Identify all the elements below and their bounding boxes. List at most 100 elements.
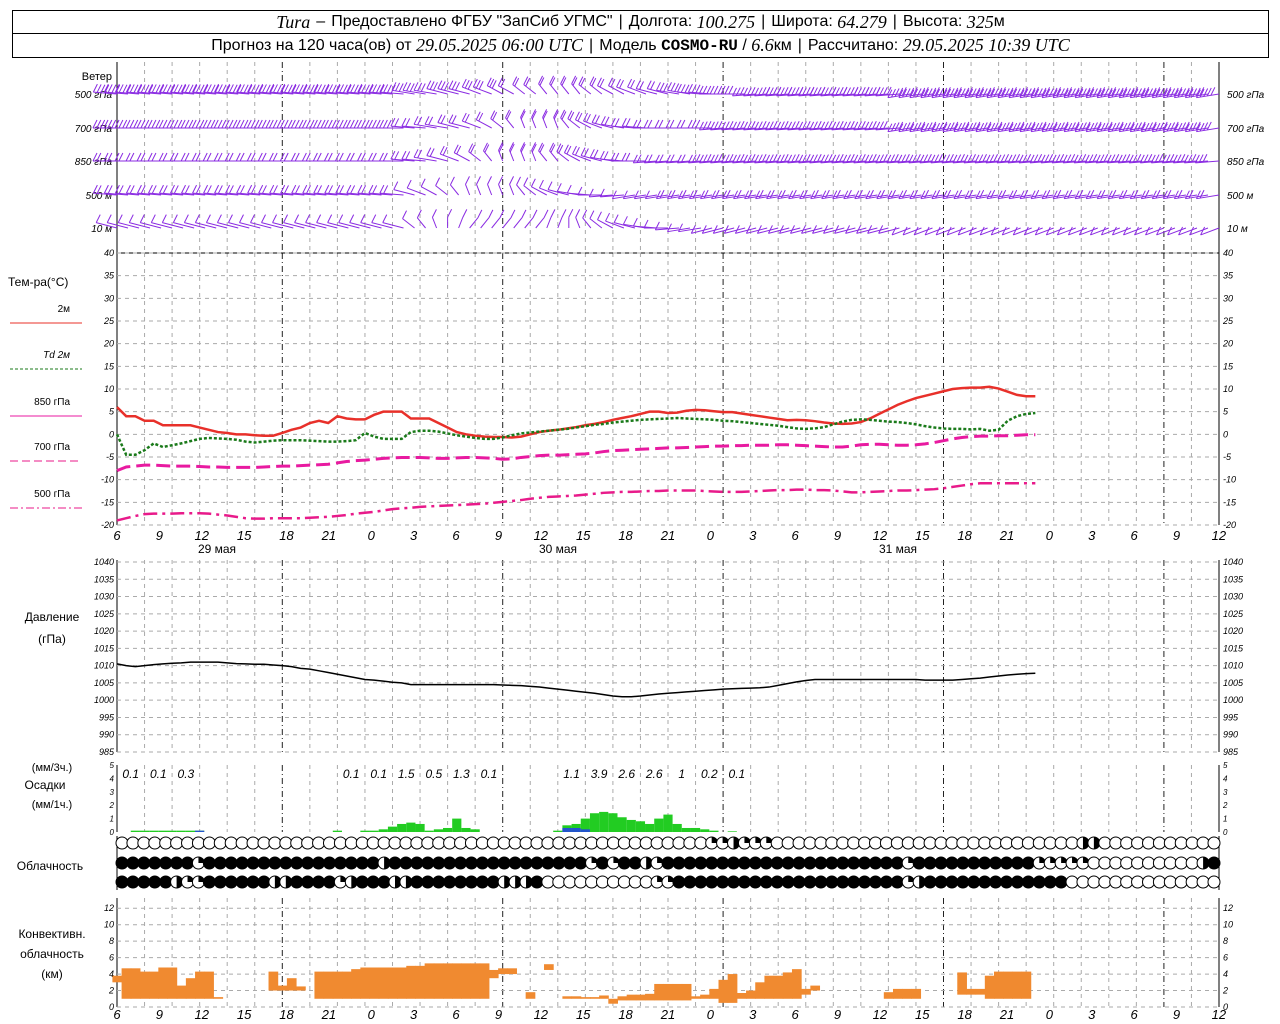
wind-barb-flag bbox=[1008, 121, 1014, 131]
wind-barb-flag bbox=[550, 77, 556, 86]
wind-barb-flag bbox=[509, 176, 514, 185]
cloud-symbol bbox=[170, 856, 184, 870]
temp-x-tick: 3 bbox=[1088, 528, 1096, 543]
cloud-symbol bbox=[628, 875, 642, 889]
wind-barb-flag bbox=[206, 152, 212, 162]
cloud-symbol bbox=[432, 875, 446, 889]
wind-barb-flag bbox=[614, 152, 620, 162]
conv-bar bbox=[994, 971, 1004, 999]
wind-barb-flag bbox=[1084, 154, 1090, 164]
wind-barb-flag bbox=[1181, 122, 1187, 131]
wind-barb-flag bbox=[500, 78, 506, 88]
wind-barb-flag bbox=[107, 119, 113, 129]
wind-barb-flag bbox=[1026, 122, 1032, 131]
wind-barb-flag bbox=[1077, 154, 1083, 163]
wind-barb-flag bbox=[1166, 189, 1172, 199]
wind-barb-flag bbox=[676, 119, 682, 129]
wind-barb-flag bbox=[625, 152, 631, 162]
header-line-1: Tura – Предоставлено ФГБУ "ЗапСиб УГМС" … bbox=[12, 10, 1269, 34]
wind-barb-flag bbox=[845, 225, 851, 234]
wind-barb bbox=[184, 222, 206, 229]
wind-barb-flag bbox=[213, 152, 219, 162]
wind-barb-flag bbox=[946, 122, 952, 132]
cloud-symbol bbox=[792, 836, 806, 850]
wind-barb-flag bbox=[801, 121, 807, 130]
cloud-symbol bbox=[1141, 856, 1155, 870]
cloud-symbol bbox=[879, 836, 893, 850]
wind-barb-flag bbox=[938, 122, 944, 131]
wind-barb-flag bbox=[158, 119, 164, 129]
date-label: 30 мая bbox=[539, 542, 577, 556]
wind-barb-flag bbox=[371, 119, 377, 129]
wind-barb-flag bbox=[543, 209, 549, 219]
wind-barb-flag bbox=[846, 121, 851, 130]
wind-barb-flag bbox=[302, 83, 308, 93]
wind-barb bbox=[96, 222, 118, 229]
wind-barb-flag bbox=[684, 84, 690, 93]
precip-tick-left: 5 bbox=[110, 761, 115, 770]
conv-bar bbox=[663, 983, 674, 1001]
wind-barb-flag bbox=[357, 152, 362, 162]
cloud-symbol bbox=[694, 836, 708, 850]
wind-barb-flag bbox=[173, 84, 179, 93]
wind-barb-flag bbox=[909, 87, 915, 97]
conv-bar bbox=[314, 971, 325, 999]
wind-barb-flag bbox=[953, 121, 959, 131]
wind-barb-flag bbox=[512, 76, 518, 85]
wind-barb-flag bbox=[974, 154, 980, 164]
wind-barb-flag bbox=[125, 184, 131, 194]
conv-x-tick: 6 bbox=[791, 1007, 799, 1022]
cloud-symbol bbox=[978, 836, 992, 850]
wind-barb-flag bbox=[1063, 190, 1069, 199]
wind-barb bbox=[546, 217, 552, 229]
wind-barb-flag bbox=[1034, 87, 1040, 96]
wind-barb-flag bbox=[1001, 88, 1007, 98]
cloud-half bbox=[351, 876, 358, 888]
wind-barb-flag bbox=[1041, 123, 1047, 132]
wind-level-label-right: 850 гПа bbox=[1227, 157, 1265, 168]
wind-barb-flag bbox=[880, 189, 885, 199]
wind-barb-flag bbox=[1012, 122, 1018, 132]
wind-barb-flag bbox=[1045, 88, 1051, 98]
conv-bar bbox=[645, 993, 655, 1001]
wind-barb-flag bbox=[735, 121, 741, 130]
wind-barb-flag bbox=[935, 226, 941, 236]
wind-barb-flag bbox=[151, 84, 157, 93]
precip-bar bbox=[406, 822, 416, 832]
cloud-symbol bbox=[486, 875, 500, 889]
wind-barb-flag bbox=[680, 119, 686, 129]
wind-barb-flag bbox=[273, 84, 278, 93]
wind-barb-flag bbox=[687, 83, 693, 93]
wind-barb-flag bbox=[799, 190, 805, 199]
wind-barb-flag bbox=[622, 216, 628, 225]
wind-barb-flag bbox=[492, 111, 498, 121]
wind-barb bbox=[420, 186, 437, 196]
cloud-symbol bbox=[290, 836, 304, 850]
cloud-symbol bbox=[1032, 836, 1046, 850]
wind-barb-flag bbox=[593, 149, 599, 159]
temp-x-tick: 12 bbox=[195, 528, 210, 543]
cloud-symbol bbox=[497, 856, 511, 870]
wind-barb-flag bbox=[305, 214, 311, 223]
cloud-symbol bbox=[519, 836, 533, 850]
wind-barb-flag bbox=[912, 154, 918, 163]
wind-barb-flag bbox=[765, 87, 771, 97]
wind-barb-flag bbox=[1144, 88, 1150, 98]
wind-barb-flag bbox=[250, 84, 256, 93]
wind-barb-flag bbox=[956, 87, 962, 96]
wind-barb-flag bbox=[1111, 122, 1117, 132]
cloud-symbol bbox=[934, 836, 948, 850]
conv-tick-left: 0 bbox=[109, 1002, 114, 1012]
precip-bar bbox=[176, 830, 186, 832]
wind-barb-flag bbox=[1132, 154, 1138, 163]
cloud-symbol bbox=[825, 875, 839, 889]
wind-barb-flag bbox=[709, 85, 715, 95]
wind-barb-flag bbox=[280, 184, 286, 194]
cloud-symbol bbox=[1163, 856, 1177, 870]
pressure-title: Давление bbox=[25, 610, 80, 624]
cloud-symbol bbox=[148, 856, 162, 870]
cloud-symbol bbox=[574, 875, 588, 889]
wind-barb bbox=[448, 122, 470, 129]
wind-barb-flag bbox=[942, 190, 948, 199]
cloud-symbol bbox=[1087, 875, 1101, 889]
